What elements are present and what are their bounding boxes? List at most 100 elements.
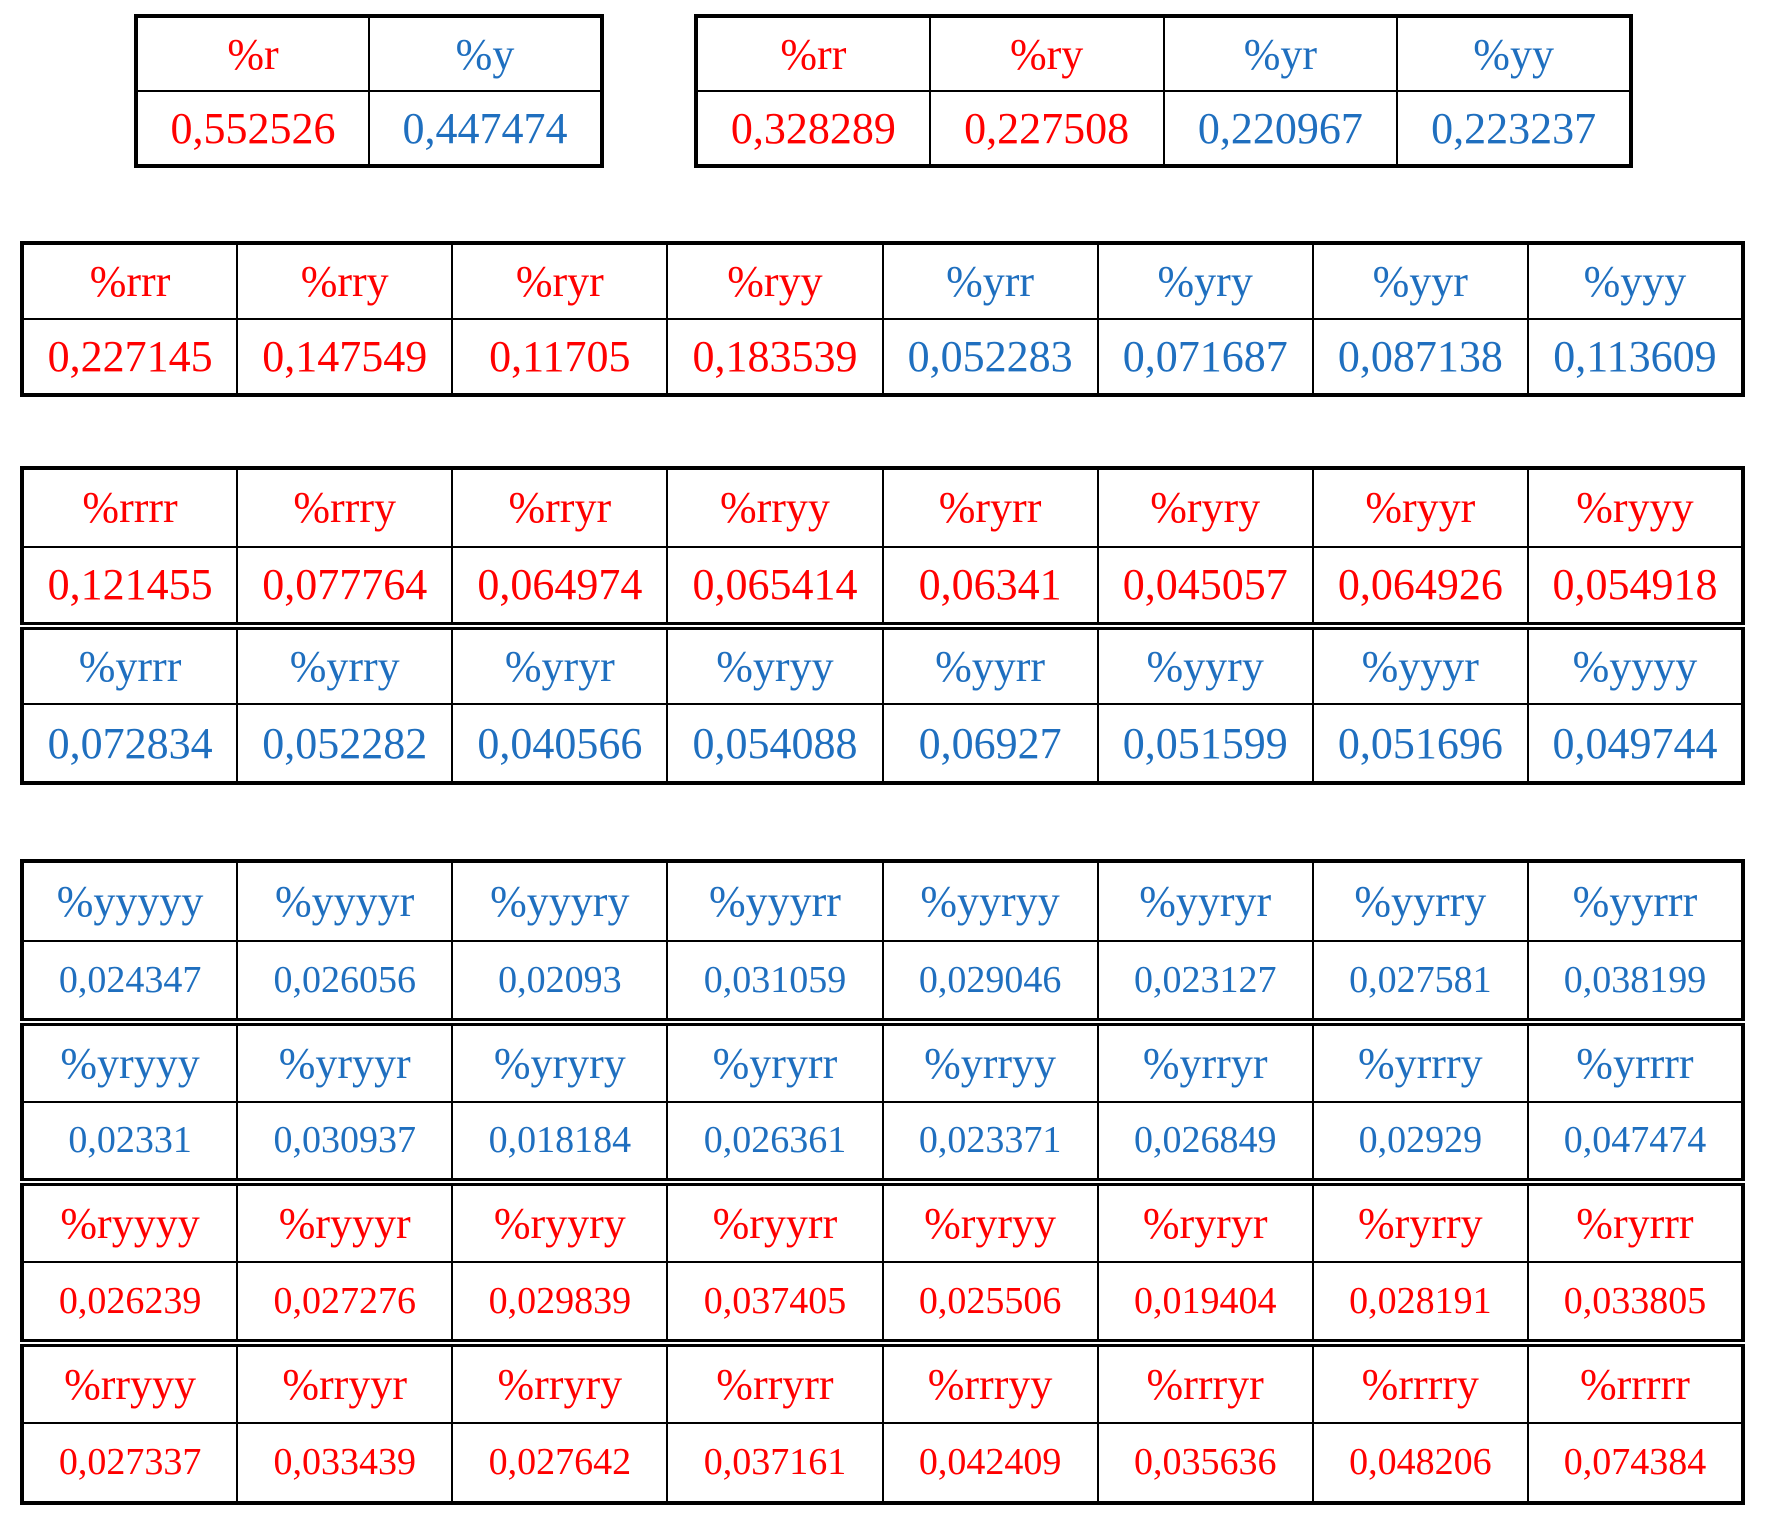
data-table: %yyyyy %yyyyr %yyyry %yyyrr %yyryy %yyryr %yyr… <box>20 859 1745 1505</box>
value-cell: 0,113609 <box>1526 318 1745 396</box>
value-cell: 0,064926 <box>1311 545 1529 627</box>
header-cell: %y <box>368 15 603 92</box>
header-cell: %rryy <box>666 467 884 548</box>
header-cell: %ryy <box>666 242 884 320</box>
value-cell: 0,072834 <box>20 703 239 784</box>
header-row: %yryyy %yryyr %yryry %yryrr %yrryy %yrryr %yrr… <box>20 1017 1745 1103</box>
header-cell: %yyyrr <box>666 859 884 943</box>
header-cell: %rryry <box>451 1338 669 1424</box>
value-cell: 0,023127 <box>1096 940 1314 1023</box>
value-row: 0,121455 0,077764 0,064974 0,065414 0,06341 0… <box>20 545 1745 627</box>
value-cell: 0,031059 <box>666 940 884 1023</box>
header-cell: %rrryr <box>1096 1338 1314 1424</box>
value-cell: 0,048206 <box>1311 1421 1529 1505</box>
header-cell: %yrr <box>881 242 1099 320</box>
header-cell: %yyryy <box>881 859 1099 943</box>
value-cell: 0,06927 <box>881 703 1099 784</box>
value-cell: 0,033805 <box>1526 1261 1745 1344</box>
value-cell: 0,02093 <box>451 940 669 1023</box>
header-row: %rr %ry %yr %yy <box>695 15 1632 92</box>
value-cell: 0,045057 <box>1096 545 1314 627</box>
header-cell: %yyry <box>1096 621 1314 706</box>
header-cell: %ryyy <box>1526 467 1745 548</box>
header-cell: %rryyy <box>20 1338 239 1424</box>
header-cell: %rrrry <box>1311 1338 1529 1424</box>
header-cell: %rrrrr <box>1526 1338 1745 1424</box>
header-row: %yrrr %yrry %yryr %yryy %yyrr %yyry %yyyr %yyyy <box>20 621 1745 706</box>
header-cell: %yyrr <box>881 621 1099 706</box>
value-row: 0,027337 0,033439 0,027642 0,037161 0,042409… <box>20 1421 1745 1505</box>
header-cell: %yyyyr <box>236 859 454 943</box>
header-cell: %ryyr <box>1311 467 1529 548</box>
header-cell: %yyr <box>1311 242 1529 320</box>
header-cell: %yr <box>1162 15 1399 92</box>
value-cell: 0,447474 <box>368 90 603 167</box>
header-cell: %ryyrr <box>666 1177 884 1264</box>
data-table: %rrrr %rrry %rryr %rryy %ryrr %ryry %ryyr %ryyy… <box>20 466 1745 785</box>
header-cell: %yrrrr <box>1526 1017 1745 1103</box>
value-cell: 0,035636 <box>1096 1421 1314 1505</box>
value-cell: 0,220967 <box>1162 90 1399 167</box>
value-cell: 0,040566 <box>451 703 669 784</box>
value-cell: 0,074384 <box>1526 1421 1745 1505</box>
value-cell: 0,037161 <box>666 1421 884 1505</box>
header-cell: %ryryr <box>1096 1177 1314 1264</box>
value-row: 0,552526 0,447474 <box>135 90 603 167</box>
value-cell: 0,027276 <box>236 1261 454 1344</box>
header-cell: %rrr <box>20 242 239 320</box>
header-cell: %rryrr <box>666 1338 884 1424</box>
header-cell: %yryrr <box>666 1017 884 1103</box>
header-cell: %yrryr <box>1096 1017 1314 1103</box>
header-cell: %yryy <box>666 621 884 706</box>
value-cell: 0,018184 <box>451 1100 669 1184</box>
header-cell: %rrrr <box>20 467 239 548</box>
value-cell: 0,223237 <box>1396 90 1632 167</box>
value-cell: 0,071687 <box>1096 318 1314 396</box>
value-cell: 0,038199 <box>1526 940 1745 1023</box>
value-cell: 0,029046 <box>881 940 1099 1023</box>
value-cell: 0,052283 <box>881 318 1099 396</box>
value-row: 0,026239 0,027276 0,029839 0,037405 0,025506… <box>20 1261 1745 1344</box>
value-cell: 0,064974 <box>451 545 669 627</box>
header-row: %rrrr %rrry %rryr %rryy %ryrr %ryry %ryyr %ryyy <box>20 467 1745 548</box>
header-row: %rryyy %rryyr %rryry %rryrr %rrryy %rrryr %rrr… <box>20 1338 1745 1424</box>
header-cell: %rryyr <box>236 1338 454 1424</box>
header-cell: %yrry <box>236 621 454 706</box>
header-cell: %yyy <box>1526 242 1745 320</box>
header-cell: %ryyyr <box>236 1177 454 1264</box>
value-cell: 0,030937 <box>236 1100 454 1184</box>
value-cell: 0,06341 <box>881 545 1099 627</box>
header-row: %yyyyy %yyyyr %yyyry %yyyrr %yyryy %yyryr %yyr… <box>20 859 1745 943</box>
value-cell: 0,02331 <box>20 1100 239 1184</box>
header-cell: %yyryr <box>1096 859 1314 943</box>
value-cell: 0,02929 <box>1311 1100 1529 1184</box>
header-cell: %ryyyy <box>20 1177 239 1264</box>
header-cell: %ry <box>928 15 1165 92</box>
value-cell: 0,026361 <box>666 1100 884 1184</box>
header-cell: %rrry <box>236 467 454 548</box>
header-cell: %rr <box>695 15 931 92</box>
header-cell: %yry <box>1096 242 1314 320</box>
header-cell: %r <box>135 15 370 92</box>
header-cell: %yryr <box>451 621 669 706</box>
value-cell: 0,027337 <box>20 1421 239 1505</box>
header-cell: %ryr <box>451 242 669 320</box>
header-row: %r %y <box>135 15 603 92</box>
header-row: %ryyyy %ryyyr %ryyry %ryyrr %ryryy %ryryr %ryr… <box>20 1177 1745 1264</box>
value-cell: 0,026849 <box>1096 1100 1314 1184</box>
header-cell: %rryr <box>451 467 669 548</box>
value-cell: 0,121455 <box>20 545 239 627</box>
value-cell: 0,328289 <box>695 90 931 167</box>
header-cell: %ryryy <box>881 1177 1099 1264</box>
value-cell: 0,052282 <box>236 703 454 784</box>
value-cell: 0,027581 <box>1311 940 1529 1023</box>
value-cell: 0,227508 <box>928 90 1165 167</box>
value-cell: 0,147549 <box>236 318 454 396</box>
value-cell: 0,065414 <box>666 545 884 627</box>
value-cell: 0,042409 <box>881 1421 1099 1505</box>
value-cell: 0,054088 <box>666 703 884 784</box>
value-row: 0,072834 0,052282 0,040566 0,054088 0,06927 0… <box>20 703 1745 784</box>
value-cell: 0,019404 <box>1096 1261 1314 1344</box>
value-cell: 0,087138 <box>1311 318 1529 396</box>
